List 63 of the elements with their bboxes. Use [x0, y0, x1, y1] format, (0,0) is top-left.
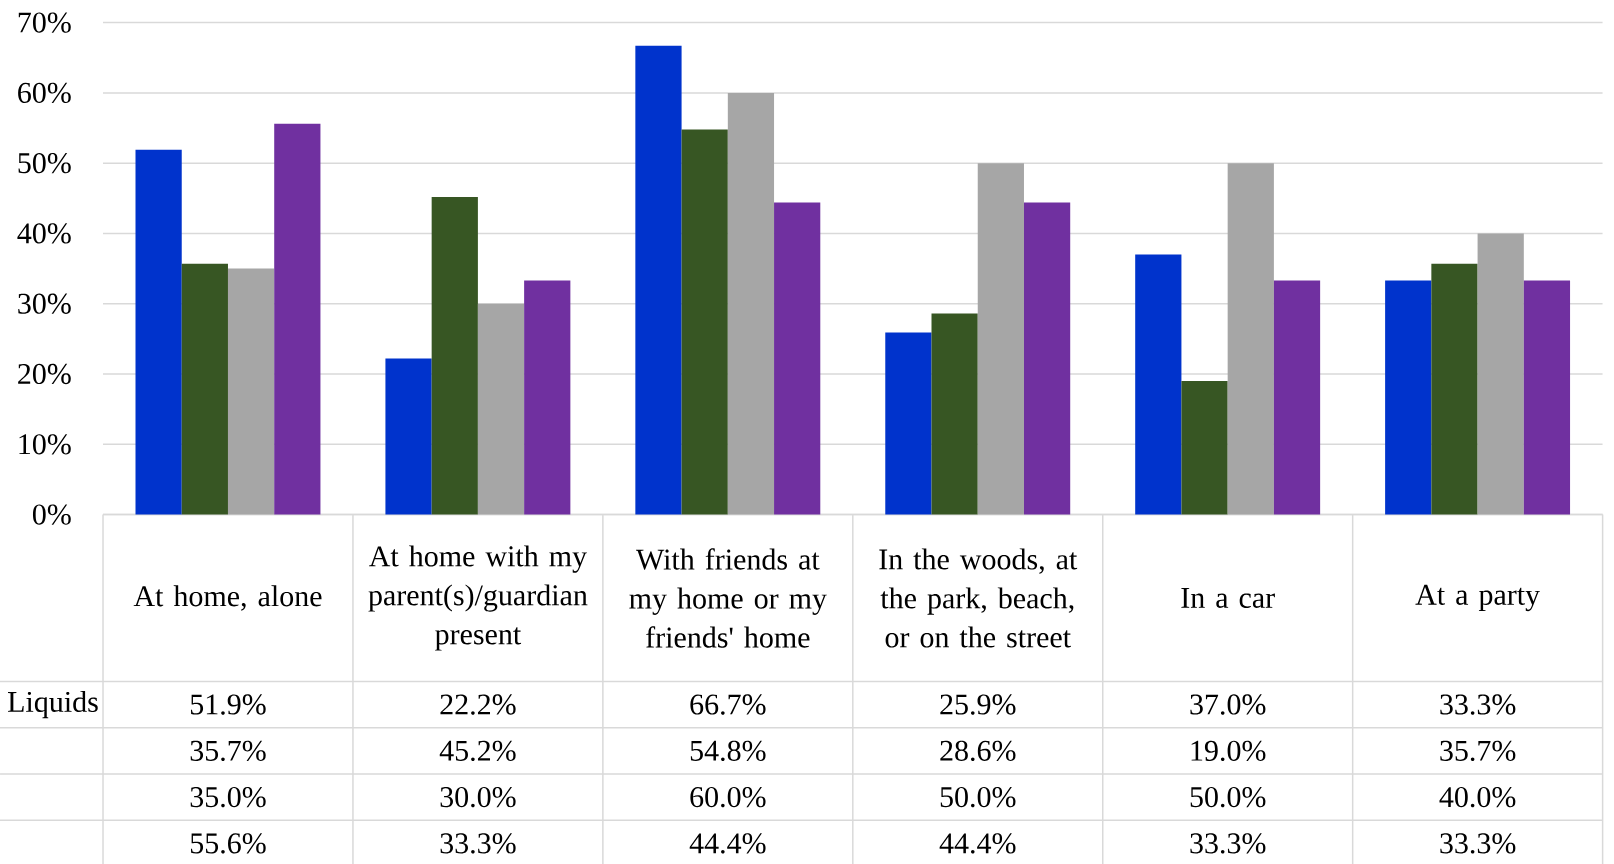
data-label: 30.0%: [440, 786, 516, 808]
data-label: 33.3%: [1190, 833, 1266, 854]
data-label: 33.3%: [1440, 694, 1516, 715]
bar: [774, 202, 821, 515]
data-label: 37.0%: [1190, 694, 1266, 715]
x-tick-label: At home, alone: [133, 585, 322, 611]
y-tick-label: 60%: [18, 82, 71, 104]
data-label: 25.9%: [940, 694, 1016, 715]
bar: [635, 45, 682, 515]
bar: [1385, 280, 1432, 515]
y-tick-label: 50%: [18, 152, 71, 174]
y-tick-label: 0%: [32, 504, 71, 525]
x-tick-label: With friends at my home or my friends' home: [629, 548, 827, 648]
data-label: 19.0%: [1191, 740, 1266, 762]
x-tick-label: In a car: [1181, 588, 1275, 608]
bar: [274, 123, 321, 515]
data-label: 35.7%: [190, 740, 266, 762]
data-label: 44.4%: [689, 833, 766, 854]
data-label: 40.0%: [1439, 786, 1516, 808]
x-tick-label: At a party: [1415, 584, 1540, 612]
bar: [681, 129, 728, 515]
data-label: 35.0%: [190, 786, 266, 808]
data-label: 54.8%: [690, 740, 766, 762]
data-label: 51.9%: [190, 694, 266, 715]
bar: [135, 149, 182, 515]
bar: [227, 268, 275, 515]
data-label: 44.4%: [939, 833, 1016, 854]
y-tick-label: 10%: [19, 434, 71, 455]
bar: [1273, 280, 1321, 515]
bar: [477, 303, 525, 515]
bar: [181, 263, 228, 515]
data-label: 55.6%: [190, 833, 266, 854]
data-label: 33.3%: [440, 833, 516, 854]
bar: [1431, 263, 1478, 515]
data-label: 45.2%: [439, 740, 516, 762]
bar: [1135, 254, 1182, 515]
x-tick-label: At home with my parent(s)/guardian present: [368, 545, 588, 651]
data-label: 60.0%: [690, 786, 766, 808]
x-tick-label: In the woods, at the park, beach, or on the street: [879, 548, 1078, 648]
y-tick-label: 40%: [17, 223, 71, 244]
bar: [524, 280, 571, 515]
bar: [931, 313, 978, 515]
bar: [1477, 233, 1524, 515]
data-label: 50.0%: [940, 786, 1016, 808]
bar: [1181, 381, 1228, 515]
bar: [431, 196, 478, 515]
bar: [1523, 280, 1571, 515]
bar: [977, 163, 1024, 515]
data-label: 50.0%: [1190, 786, 1266, 808]
text: Liquids: [8, 690, 98, 719]
bar: [885, 332, 932, 515]
data-label: 35.7%: [1440, 740, 1516, 762]
y-tick-label: 20%: [18, 363, 71, 385]
bar: [727, 92, 775, 515]
data-label: 28.6%: [940, 740, 1016, 762]
y-tick-label: 70%: [18, 12, 71, 33]
data-label: 33.3%: [1440, 833, 1516, 854]
bar: [1023, 202, 1071, 515]
y-tick-label: 30%: [18, 293, 71, 314]
bar: [385, 358, 432, 515]
bar: [1227, 163, 1274, 515]
data-label: 22.2%: [440, 694, 516, 715]
data-label: 66.7%: [690, 694, 766, 715]
